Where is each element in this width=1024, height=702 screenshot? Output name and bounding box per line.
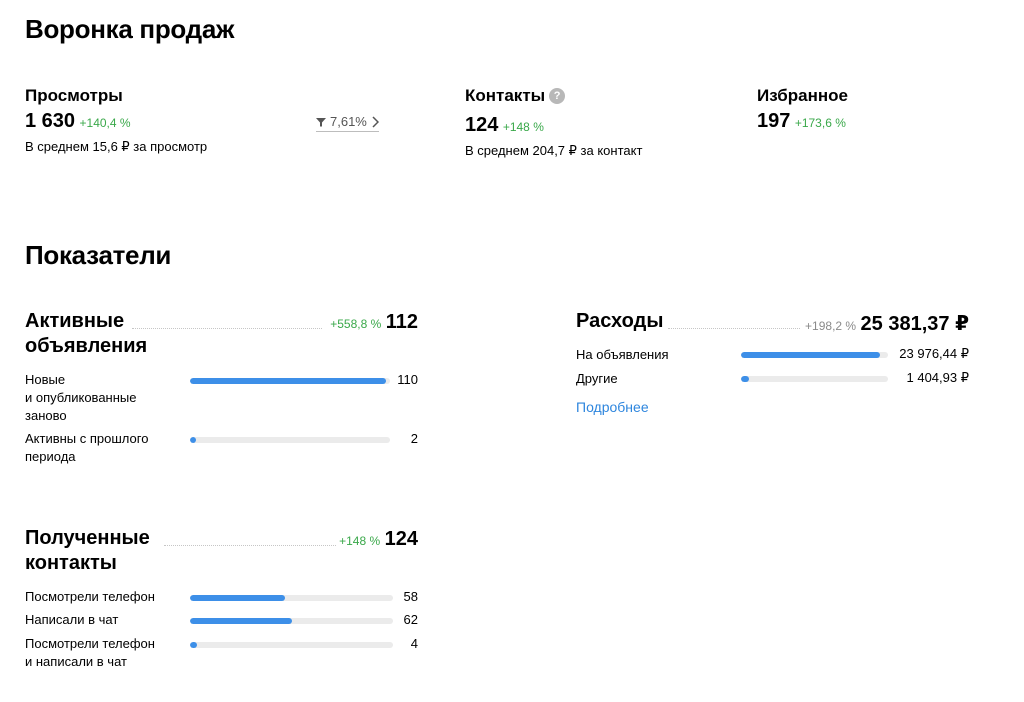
active-row-bar-fill	[190, 437, 196, 443]
views-value: 1 630	[25, 110, 76, 132]
contacts-title-line2: контакты	[25, 552, 117, 574]
active-total-row: +558,8 % 112	[330, 311, 418, 334]
conversion-link[interactable]: 7,61%	[316, 114, 379, 132]
favorites-value-row: 197 +173,6 %	[757, 110, 846, 133]
expenses-total: 25 381,37 ₽	[860, 313, 969, 335]
expenses-total-row: +198,2 % 25 381,37 ₽	[805, 311, 969, 336]
contacts-row-bar	[190, 618, 393, 624]
active-delta: +558,8 %	[330, 317, 382, 331]
expenses-row-bar-fill	[741, 352, 880, 358]
metrics-title: Показатели	[25, 240, 172, 270]
favorites-label: Избранное	[757, 86, 848, 105]
views-value-row: 1 630 +140,4 %	[25, 110, 131, 133]
contacts-label: Контакты	[465, 86, 546, 105]
contacts-section-delta: +148 %	[339, 534, 381, 548]
contacts-row-bar-fill	[190, 642, 197, 648]
contacts-row-bar	[190, 595, 393, 601]
active-row-value: 110	[397, 372, 418, 387]
views-label: Просмотры	[25, 86, 123, 105]
help-icon[interactable]: ?	[549, 88, 566, 104]
expenses-dots	[668, 328, 800, 329]
active-title-line1: Активные	[25, 310, 125, 332]
active-row-bar	[190, 437, 390, 443]
active-row-1-line-0: Активны с прошлого	[25, 431, 149, 446]
expenses-row-value: 23 976,44 ₽	[899, 346, 969, 361]
active-row-1-line-1: периода	[25, 449, 76, 464]
expenses-title: Расходы	[576, 310, 664, 332]
contacts-row-value: 58	[403, 589, 418, 604]
expenses-row-bar	[741, 376, 888, 382]
contacts-row-bar-fill	[190, 595, 285, 601]
active-row-bar	[190, 378, 390, 384]
funnel-title: Воронка продаж	[25, 14, 235, 44]
contacts-row-0-line-0: Посмотрели телефон	[25, 589, 155, 604]
expenses-delta: +198,2 %	[805, 319, 857, 333]
active-row-value: 2	[410, 431, 418, 446]
contacts-total-row: +148 % 124	[339, 528, 418, 551]
active-title-line2: объявления	[25, 335, 148, 357]
contacts-delta: +148 %	[502, 120, 544, 134]
favorites-delta: +173,6 %	[794, 116, 846, 130]
active-row-0-line-1: и опубликованные	[25, 390, 137, 405]
contacts-row-label: Написали в чат	[25, 611, 118, 629]
active-row-label: Новые и опубликованные заново	[25, 371, 136, 425]
contacts-row-label: Посмотрели телефон	[25, 588, 155, 606]
contacts-row-bar-fill	[190, 618, 292, 624]
contacts-row-bar	[190, 642, 393, 648]
favorites-value: 197	[757, 110, 791, 132]
contacts-dots	[164, 545, 336, 546]
contacts-label-row: Контакты?	[465, 86, 566, 106]
contacts-note: В среднем 204,7 ₽ за контакт	[465, 143, 643, 158]
contacts-value: 124	[465, 114, 499, 136]
details-link[interactable]: Подробнее	[576, 399, 649, 415]
expenses-row-bar-fill	[741, 376, 750, 382]
contacts-row-2-line-0: Посмотрели телефон	[25, 636, 155, 651]
active-row-label: Активны с прошлого периода	[25, 430, 148, 466]
expenses-row-bar	[741, 352, 888, 358]
contacts-row-1-line-0: Написали в чат	[25, 612, 119, 627]
chevron-right-icon	[372, 115, 379, 128]
contacts-row-value: 62	[403, 612, 418, 627]
active-title: Активные объявления	[25, 309, 147, 359]
active-total: 112	[385, 311, 418, 333]
contacts-row-2-line-1: и написали в чат	[25, 654, 127, 669]
contacts-section-title: Полученные контакты	[25, 526, 150, 576]
expenses-row-label: Другие	[576, 371, 618, 386]
active-row-0-line-2: заново	[25, 408, 67, 423]
active-dots	[132, 328, 322, 329]
active-row-bar-fill	[190, 378, 387, 384]
contacts-row-value: 4	[410, 636, 418, 651]
contacts-section-total: 124	[384, 528, 418, 550]
contacts-row-label: Посмотрели телефон и написали в чат	[25, 635, 155, 671]
contacts-title-line1: Полученные	[25, 527, 150, 549]
expenses-row-label: На объявления	[576, 347, 669, 362]
views-delta: +140,4 %	[79, 116, 131, 130]
contacts-value-row: 124 +148 %	[465, 114, 544, 137]
expenses-row-value: 1 404,93 ₽	[906, 370, 970, 385]
active-row-0-line-0: Новые	[25, 372, 66, 387]
views-note: В среднем 15,6 ₽ за просмотр	[25, 139, 208, 154]
filter-icon	[316, 117, 326, 126]
conversion-value: 7,61%	[330, 114, 367, 129]
